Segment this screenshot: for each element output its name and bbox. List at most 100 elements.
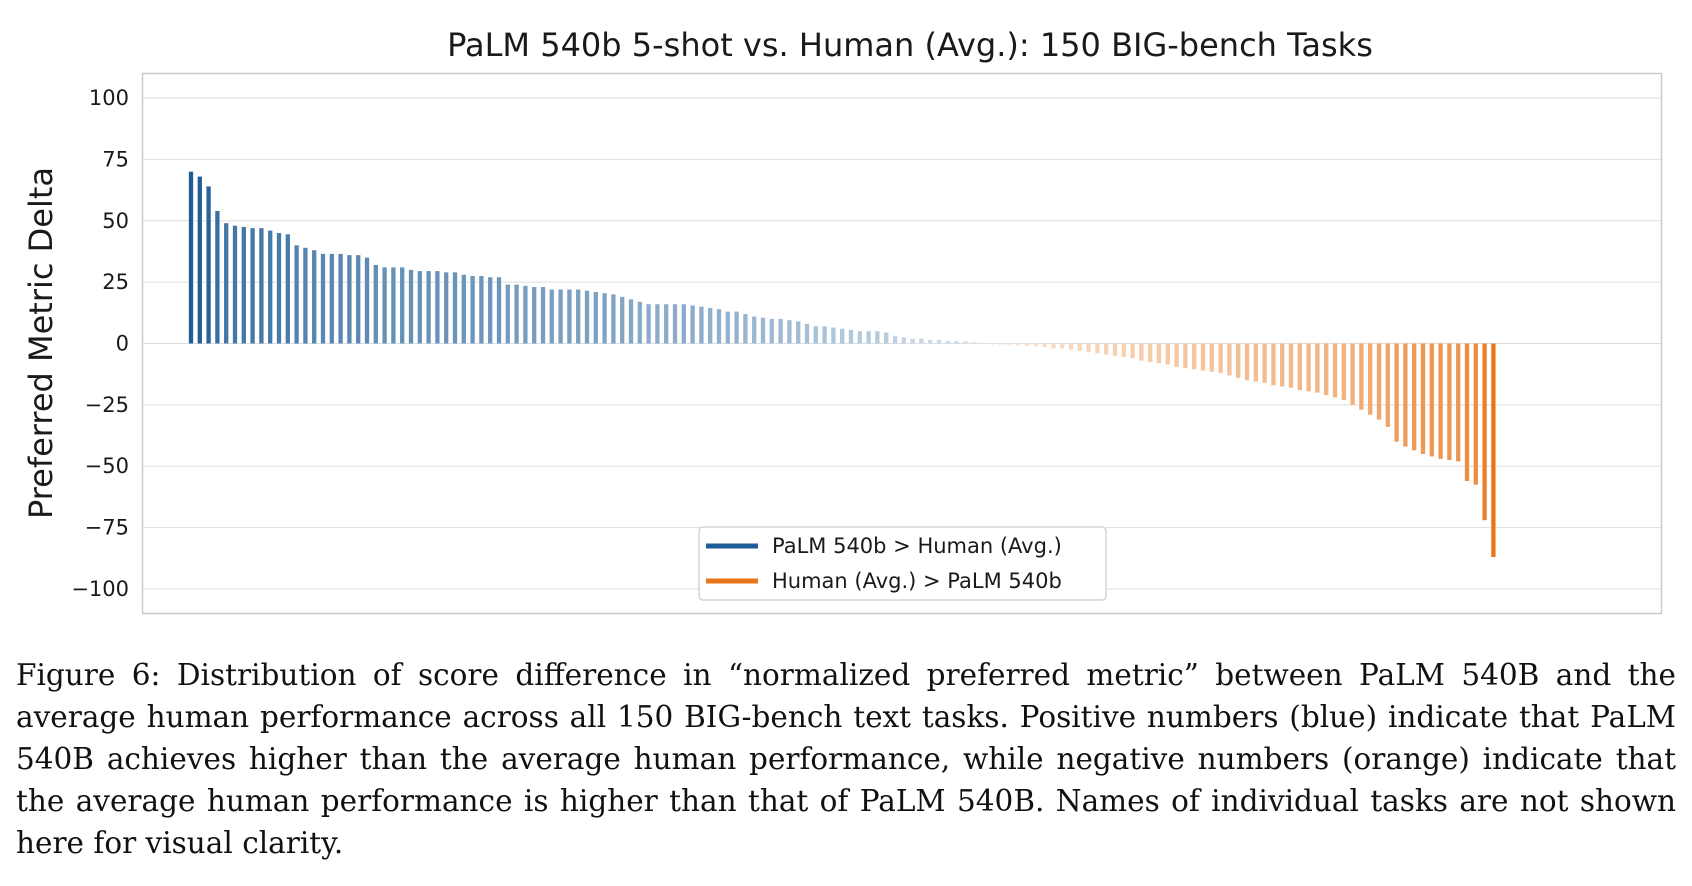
- bar: [620, 296, 625, 344]
- bar: [549, 289, 554, 344]
- bar: [637, 301, 642, 344]
- bar: [875, 331, 880, 344]
- chart-title: PaLM 540b 5-shot vs. Human (Avg.): 150 B…: [447, 26, 1373, 64]
- y-tick-label: 100: [89, 86, 129, 110]
- bar: [1403, 343, 1408, 447]
- bar: [496, 277, 502, 344]
- bar: [1042, 343, 1047, 348]
- bar: [1060, 343, 1065, 349]
- bar: [1350, 343, 1355, 405]
- legend-label-palm: PaLM 540b > Human (Avg.): [772, 534, 1062, 558]
- bar: [760, 317, 766, 344]
- bar: [1112, 343, 1118, 356]
- bar: [716, 309, 722, 344]
- bar: [1368, 343, 1373, 415]
- bar: [1033, 343, 1038, 347]
- y-tick-label: −25: [85, 393, 129, 417]
- bar: [400, 267, 405, 344]
- bar: [681, 304, 686, 344]
- bar: [1376, 343, 1382, 420]
- bar: [655, 304, 660, 344]
- bar: [690, 305, 695, 344]
- bar: [734, 311, 739, 344]
- bar: [523, 285, 528, 344]
- bar: [672, 304, 678, 344]
- bar: [1095, 343, 1100, 354]
- bar: [831, 327, 836, 344]
- bar: [628, 299, 634, 344]
- bar: [963, 341, 968, 344]
- figure-caption: Figure 6: Distribution of score differen…: [16, 658, 1676, 860]
- bar: [725, 311, 730, 344]
- bar: [1438, 343, 1443, 459]
- bar: [1121, 343, 1126, 357]
- bar: [743, 314, 748, 344]
- bar: [1306, 343, 1311, 392]
- bar: [1183, 343, 1188, 369]
- bar: [1447, 343, 1452, 461]
- bar: [1473, 343, 1478, 485]
- bar: [426, 271, 431, 344]
- bar: [1077, 343, 1082, 351]
- bar: [1262, 343, 1267, 383]
- bar: [787, 320, 792, 344]
- bar: [972, 342, 977, 344]
- bar: [1236, 343, 1241, 378]
- bar: [461, 274, 466, 344]
- bar: [567, 289, 572, 344]
- bar: [417, 271, 422, 344]
- bar: [470, 276, 475, 344]
- bar: [1341, 343, 1346, 400]
- bar: [1297, 343, 1302, 391]
- bar: [822, 326, 827, 344]
- bars: [188, 171, 1496, 558]
- bar: [1068, 343, 1074, 350]
- y-axis-ticks: 100 75 50 25 0 −25 −50 −75 −100: [71, 86, 129, 601]
- bar: [1218, 343, 1223, 373]
- bar: [1024, 343, 1030, 346]
- bar: [408, 269, 414, 344]
- bar: [356, 255, 361, 344]
- bar: [848, 330, 854, 344]
- bar: [514, 284, 519, 344]
- bar: [1016, 343, 1021, 346]
- bar: [796, 321, 801, 344]
- bar: [1420, 343, 1426, 454]
- bar: [602, 293, 607, 344]
- bar: [884, 332, 889, 344]
- legend-label-human: Human (Avg.) > PaLM 540b: [772, 569, 1062, 593]
- bar: [373, 264, 378, 344]
- bar: [488, 277, 493, 344]
- bar: [813, 326, 818, 344]
- bar: [664, 304, 669, 344]
- bar: [840, 328, 845, 344]
- bar: [1288, 343, 1294, 388]
- bar: [1412, 343, 1417, 451]
- bar: [910, 338, 915, 344]
- bar: [954, 341, 959, 344]
- bar: [347, 255, 352, 344]
- bar: [285, 234, 290, 344]
- bar: [294, 245, 299, 344]
- bar: [1385, 343, 1390, 427]
- bar: [1007, 343, 1012, 345]
- bar: [1271, 343, 1276, 386]
- bar: [1332, 343, 1338, 398]
- bar: [1174, 343, 1179, 367]
- bar: [919, 338, 924, 344]
- bar: [576, 289, 581, 344]
- bar: [1130, 343, 1135, 359]
- bar: [769, 318, 774, 344]
- bar: [1280, 343, 1285, 387]
- bar: [232, 225, 238, 344]
- bar: [857, 331, 862, 344]
- bar: [936, 339, 942, 344]
- bar: [1200, 343, 1206, 371]
- bar: [197, 176, 202, 344]
- bar: [1429, 343, 1434, 457]
- bar: [320, 253, 326, 344]
- bar: [778, 318, 783, 344]
- bar: [1209, 343, 1214, 372]
- bar: [452, 272, 458, 344]
- bar: [752, 316, 757, 344]
